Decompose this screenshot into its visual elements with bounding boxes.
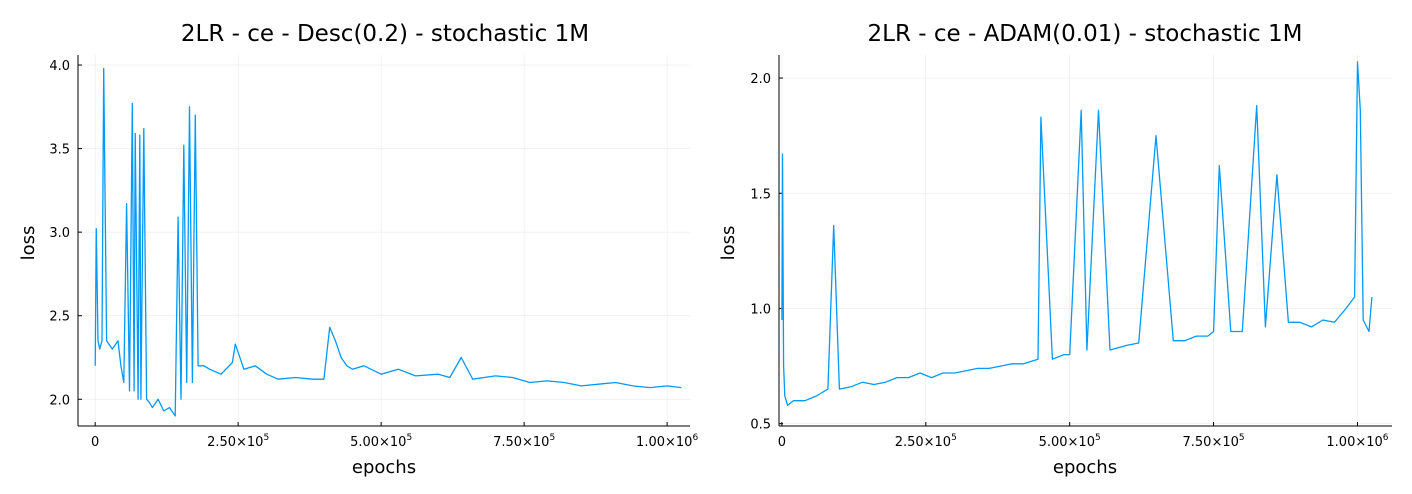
y-tick-label: 0.5 — [750, 418, 771, 433]
series-line — [94, 67, 682, 417]
series-line — [781, 61, 1373, 406]
x-tick-label: 7.50×105 — [493, 433, 555, 450]
y-tick-label: 1.0 — [750, 302, 771, 317]
x-tick-label: 0 — [91, 435, 99, 450]
x-tick-label: 5.00×105 — [350, 433, 412, 450]
y-axis-label: loss — [18, 226, 39, 261]
x-axis-label: epochs — [1053, 457, 1117, 478]
x-tick-label: 1.00×106 — [1326, 433, 1388, 450]
y-axis-label: loss — [718, 226, 739, 261]
y-tick-label: 4.0 — [49, 59, 70, 74]
x-axis-label: epochs — [352, 457, 416, 478]
grid — [779, 55, 1392, 426]
y-tick-label: 2.0 — [49, 393, 70, 408]
chart-title: 2LR - ce - Desc(0.2) - stochastic 1M — [181, 21, 589, 47]
y-tick-label: 2.5 — [49, 310, 70, 325]
x-tick-label: 0 — [778, 435, 786, 450]
y-tick-label: 3.5 — [49, 143, 70, 158]
y-tick-label: 2.0 — [750, 72, 771, 87]
chart-title: 2LR - ce - ADAM(0.01) - stochastic 1M — [868, 21, 1303, 47]
x-tick-label: 5.00×105 — [1039, 433, 1101, 450]
chart-panel-desc: 2LR - ce - Desc(0.2) - stochastic 1M epo… — [18, 21, 698, 478]
y-tick-label: 3.0 — [49, 226, 70, 241]
chart-panel-adam: 2LR - ce - ADAM(0.01) - stochastic 1M ep… — [718, 21, 1392, 478]
grid — [78, 55, 690, 426]
x-tick-label: 7.50×105 — [1183, 433, 1245, 450]
x-tick-label: 1.00×106 — [636, 433, 698, 450]
y-tick-label: 1.5 — [750, 187, 771, 202]
x-tick-label: 2.50×105 — [895, 433, 957, 450]
x-tick-label: 2.50×105 — [207, 433, 269, 450]
